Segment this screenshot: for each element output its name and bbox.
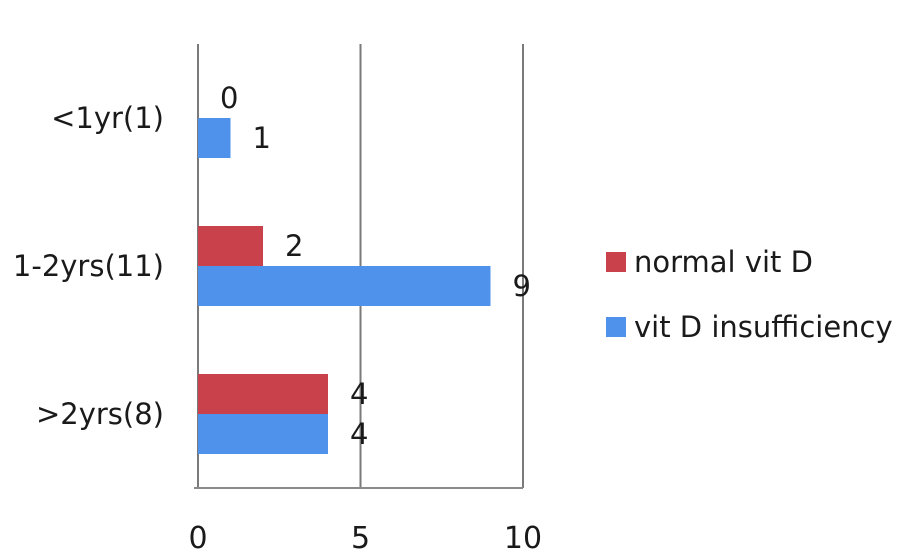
bar-normal-vit-d	[198, 226, 263, 266]
data-label-vit-d-insufficiency: 1	[253, 121, 271, 155]
data-label-normal-vit-d: 0	[220, 81, 238, 115]
bar-normal-vit-d	[198, 374, 328, 414]
category-label: 1-2yrs(11)	[13, 249, 164, 283]
axis: 0 5 10 <1yr(1) 1-2yrs(11) >2yrs(8)	[13, 101, 542, 556]
legend-label-vit-d-insufficiency: vit D insufficiency	[634, 310, 893, 344]
data-label-vit-d-insufficiency: 9	[513, 269, 531, 303]
x-tick-label: 10	[504, 521, 542, 556]
bars	[198, 118, 491, 454]
category-label: <1yr(1)	[51, 101, 164, 135]
bar-vit-d-insufficiency	[198, 266, 491, 306]
data-label-normal-vit-d: 4	[350, 377, 368, 411]
data-label-vit-d-insufficiency: 4	[350, 417, 368, 451]
x-tick-label: 0	[188, 521, 207, 556]
x-tick-label: 5	[351, 521, 370, 556]
legend-swatch-vit-d-insufficiency	[606, 317, 626, 337]
legend: normal vit D vit D insufficiency	[606, 245, 893, 344]
data-label-normal-vit-d: 2	[285, 229, 303, 263]
legend-label-normal-vit-d: normal vit D	[634, 245, 813, 279]
data-labels: 01 2 9 4 4	[220, 81, 531, 451]
bar-vit-d-insufficiency	[198, 118, 231, 158]
category-label: >2yrs(8)	[36, 397, 164, 431]
legend-swatch-normal-vit-d	[606, 252, 626, 272]
bar-vit-d-insufficiency	[198, 414, 328, 454]
